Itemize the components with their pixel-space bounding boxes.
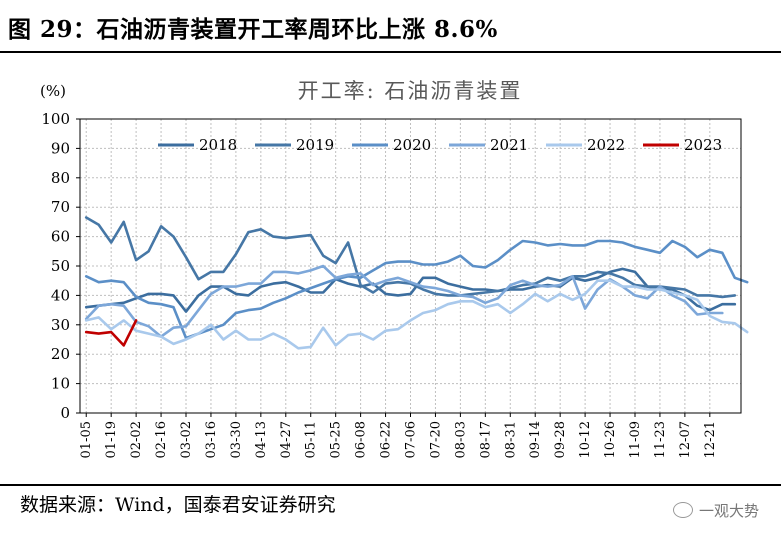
x-tick-label: 12-07 <box>678 421 693 458</box>
x-tick-label: 02-02 <box>129 421 144 458</box>
y-tick-label: 70 <box>51 198 70 216</box>
y-tick-label: 50 <box>51 257 70 275</box>
y-tick-label: 10 <box>51 375 70 393</box>
watermark-text: 一观大势 <box>698 502 759 520</box>
y-tick-label: 40 <box>51 286 70 304</box>
y-tick-label: 90 <box>51 139 70 157</box>
x-tick-label: 12-21 <box>703 421 718 458</box>
x-tick-label: 01-19 <box>104 421 119 458</box>
x-tick-label: 10-12 <box>578 421 593 458</box>
x-tick-label: 08-03 <box>453 421 468 458</box>
x-tick-label: 07-20 <box>428 421 443 458</box>
legend-label-2020: 2020 <box>393 136 431 154</box>
series-line-2018 <box>84 267 737 313</box>
y-tick-label: 80 <box>51 169 70 187</box>
x-tick-label: 08-31 <box>503 421 518 458</box>
legend-label-2019: 2019 <box>296 136 334 154</box>
x-tick-label: 02-16 <box>154 421 169 458</box>
y-tick-label: 0 <box>60 404 70 422</box>
x-tick-label: 03-30 <box>229 421 244 458</box>
wechat-icon <box>672 502 693 518</box>
watermark: 一观大势 <box>672 500 759 521</box>
x-tick-label: 09-28 <box>553 421 568 458</box>
gridlines <box>80 119 741 413</box>
x-tick-label: 05-25 <box>329 421 344 458</box>
x-tick-label: 09-14 <box>528 421 543 458</box>
y-tick-label: 100 <box>41 110 70 128</box>
series-line-2022 <box>84 279 749 350</box>
plot-frame <box>79 118 742 414</box>
bottom-rule <box>0 484 781 486</box>
legend-label-2023: 2023 <box>684 136 722 154</box>
x-tick-label: 08-17 <box>478 421 493 458</box>
axis-ticks: 0 10 20 30 40 50 60 70 80 90 100 01-05 01-19 02-02 02-… <box>41 110 717 458</box>
figure-title: 图 29：石油沥青装置开工率周环比上涨 8.6% <box>8 16 498 43</box>
x-tick-label: 03-16 <box>204 421 219 458</box>
x-tick-label: 06-08 <box>354 421 369 458</box>
source-note: 数据来源：Wind，国泰君安证券研究 <box>20 494 336 516</box>
x-tick-label: 11-09 <box>628 421 643 458</box>
series-line-2023 <box>84 319 138 347</box>
x-tick-label: 10-26 <box>603 421 618 458</box>
y-axis-unit: (%) <box>40 82 66 100</box>
x-tick-label: 11-23 <box>653 421 668 458</box>
x-tick-label: 07-06 <box>404 421 419 458</box>
y-tick-label: 30 <box>51 316 70 334</box>
top-rule <box>0 51 781 53</box>
chart-title: 开工率: 石油沥青装置 <box>298 79 523 103</box>
x-tick-label: 04-27 <box>279 421 294 458</box>
series-line-2019 <box>84 216 737 299</box>
x-tick-label: 03-02 <box>179 421 194 458</box>
x-tick-label: 01-05 <box>79 421 94 458</box>
series-lines <box>84 216 749 350</box>
legend-label-2021: 2021 <box>490 136 528 154</box>
x-tick-label: 06-22 <box>379 421 394 458</box>
legend: 2018 2019 2020 2021 2022 2023 <box>158 136 722 154</box>
x-tick-label: 05-11 <box>304 421 319 458</box>
y-tick-label: 20 <box>51 345 70 363</box>
y-tick-label: 60 <box>51 228 70 246</box>
legend-label-2022: 2022 <box>587 136 625 154</box>
legend-label-2018: 2018 <box>199 136 237 154</box>
x-tick-label: 04-13 <box>254 421 269 458</box>
